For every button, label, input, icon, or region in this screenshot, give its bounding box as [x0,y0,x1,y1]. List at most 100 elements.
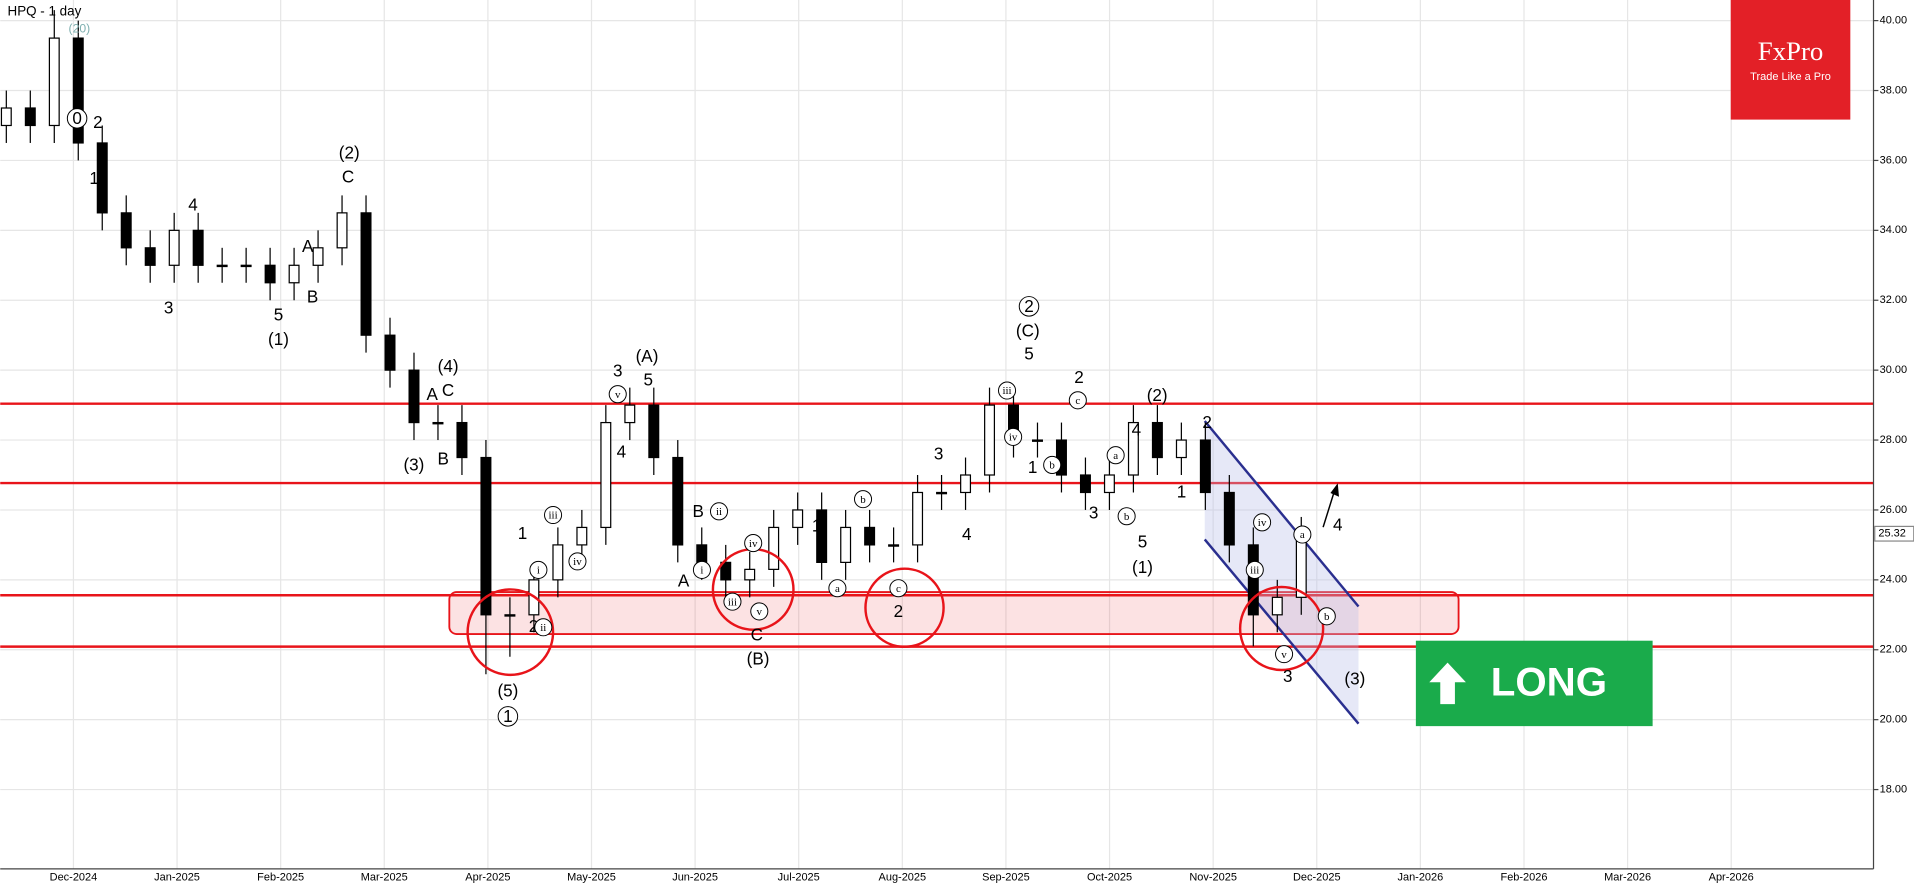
wave-label: (B) [747,650,770,669]
wave-circle [1253,513,1272,532]
wave-label: 1 [1177,483,1186,502]
candle-body [816,509,828,563]
wave-label: ii [716,506,722,518]
wave-circle [853,490,873,509]
x-tick-label: Oct-2025 [1087,871,1132,883]
candle-body [1223,491,1235,546]
wave-label: v [615,389,621,401]
candle-body [168,229,180,266]
candle-body [504,614,516,617]
wave-label: 5 [274,306,284,325]
wave-label: (3) [403,456,424,475]
wave-label: iii [1002,385,1011,397]
y-tick-label: 38.00 [1880,84,1907,96]
wave-label: 4 [188,196,198,215]
y-tick-label: 28.00 [1880,434,1907,446]
candle-body [1271,596,1283,616]
wave-label: 3 [1283,667,1293,686]
wave-label: 2 [529,617,539,636]
candle-body [720,561,732,581]
highlight-circle [1238,585,1325,672]
zone-layer [0,402,1874,648]
wave-circle [692,560,711,579]
candle-body [1079,474,1091,494]
wave-circle [1043,455,1062,474]
wave-label: iv [1009,432,1018,444]
wave-label: 2 [93,113,103,132]
wave-label: iii [728,596,737,608]
wave-label: v [757,606,763,618]
candle-body [912,491,924,546]
wave-circle [723,592,742,611]
wave-circle [750,602,769,621]
candle-body [1031,439,1043,442]
wave-label: b [1049,460,1055,472]
x-tick-label: Sep-2025 [982,871,1030,883]
candle-body [96,142,108,214]
wave-circle [744,534,763,553]
x-tick-label: Mar-2025 [361,871,408,883]
wave-circle [1068,391,1087,410]
candle-body [1175,439,1187,459]
y-tick-label: 40.00 [1880,15,1907,27]
arrow [1322,487,1337,528]
candle-body [840,526,852,563]
wave-label: B [693,502,704,521]
wave-circle [1004,427,1023,446]
candle-body [936,491,948,495]
wave-label: c [896,583,901,595]
x-tick-label: May-2025 [567,871,616,883]
wave-circle [66,108,88,129]
candle-body [72,37,84,144]
wave-circle [608,385,627,404]
candle-body [312,247,324,266]
wave-label: (5) [497,681,518,700]
wave-label: b [1324,611,1330,623]
indicator-label: (20) [69,22,91,36]
brand: FxPro [1758,36,1824,66]
wave-circle [1117,507,1136,526]
candle-body [1103,474,1115,494]
wave-label: 4 [1333,516,1343,535]
wave-label: (A) [636,347,659,366]
wave-label: a [835,583,840,595]
wave-label: 1 [1028,458,1038,477]
x-tick-label: Apr-2025 [465,871,510,883]
wave-label: B [307,287,318,306]
wave-label: (2) [339,143,360,162]
wave-label: 4 [617,442,627,461]
candle-body [264,264,276,284]
channel-line [1203,538,1360,725]
candle-body [288,264,300,284]
candle-body [24,107,36,127]
wave-circle [1317,607,1336,626]
candle-body [144,247,156,266]
logo [1730,0,1851,120]
wave-label: a [1113,450,1118,462]
candle-body [1127,421,1139,476]
wave-label: iii [548,510,557,522]
wave-label: iv [1258,517,1267,529]
candle-body [1295,533,1307,598]
wave-circle [1293,525,1312,544]
channel-line [1203,420,1360,608]
candle-body [216,264,228,268]
x-tick-label: Dec-2024 [50,871,98,883]
signal-arrow [1429,662,1466,705]
y-tick-label: 36.00 [1880,154,1907,166]
candle-body [360,212,372,336]
wave-circle [889,579,908,598]
candle-body [888,544,900,547]
x-tick-label: Jan-2025 [154,871,200,883]
support-zone [448,591,1460,635]
wave-label: 3 [1089,503,1099,522]
x-tick-label: Jul-2025 [778,871,820,883]
channel [1203,420,1360,725]
arrow-head [1330,483,1339,497]
candle-body [432,421,444,425]
candle-body [120,212,132,249]
wave-label: 2 [1024,297,1034,316]
wave-label: A [678,572,690,591]
